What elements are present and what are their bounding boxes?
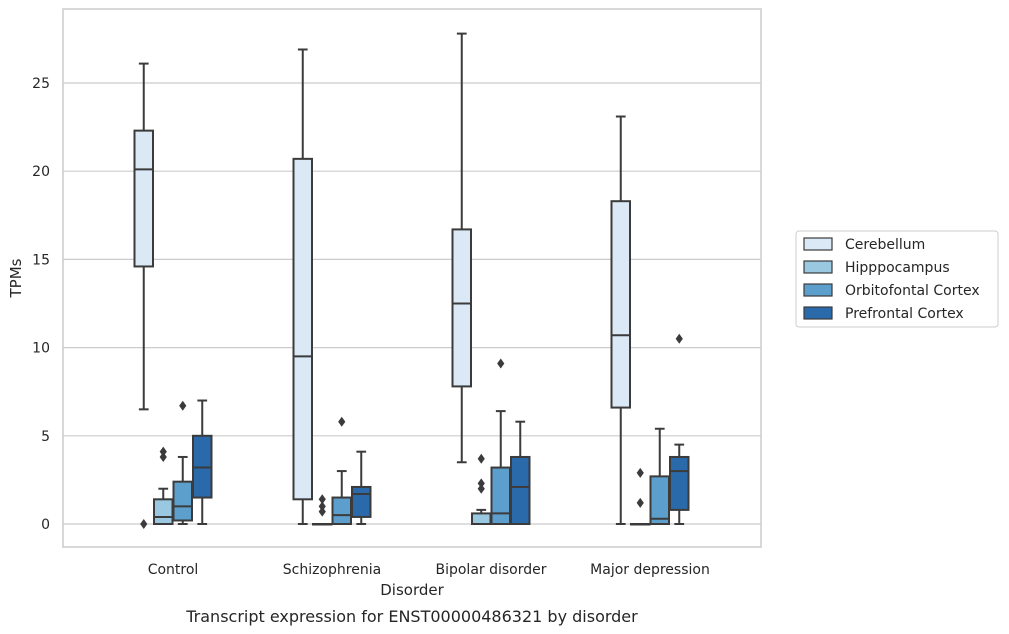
y-axis-title: TPMs [7,258,25,298]
box-cerebellum-1 [292,48,313,525]
y-axis-ticks: 0 5 10 15 20 25 [32,76,50,533]
x-axis-ticks: Control Schizophrenia Bipolar disorder Majo… [148,562,710,578]
box-body [133,129,154,268]
legend-swatch [803,306,833,320]
y-tick-label: 0 [41,517,50,533]
box-body [172,480,193,522]
x-tick-label: Schizophrenia [283,562,381,578]
boxes [133,32,690,529]
x-axis-title: Disorder [380,581,444,599]
box-prefrontal-cortex-1 [351,450,372,525]
outlier-point [477,483,485,494]
box-body [610,200,631,409]
box-hipppocampus-3 [630,467,651,526]
chart-caption: Transcript expression for ENST0000048632… [185,607,638,626]
outlier-point [636,497,644,508]
legend-label: Orbitofontal Cortex [845,283,980,299]
box-orbitofontal-cortex-2 [490,358,511,525]
outlier-point [318,506,326,517]
legend-frame [795,230,999,328]
outlier-point [159,446,167,457]
outlier-point [338,416,346,427]
outlier-point [477,478,485,489]
legend-swatch [803,260,833,274]
box-hipppocampus-0 [153,446,174,525]
legend-label: Cerebellum [845,237,925,253]
box-hipppocampus-2 [471,453,492,526]
outlier-point [497,358,505,369]
box-body [451,228,472,388]
box-body [471,512,492,526]
box-orbitofontal-cortex-0 [172,400,193,525]
box-orbitofontal-cortex-1 [331,416,352,526]
box-body [490,466,511,525]
legend-label: Prefrontal Cortex [845,306,964,322]
outlier-point [159,451,167,462]
y-tick-label: 15 [32,252,50,268]
y-tick-label: 5 [41,429,50,445]
box-prefrontal-cortex-0 [192,399,213,525]
box-hipppocampus-1 [312,494,333,526]
y-tick-label: 10 [32,341,50,357]
box-body [292,157,313,501]
x-tick-label: Bipolar disorder [435,562,546,578]
box-body [351,485,372,518]
outlier-point [675,333,683,344]
outlier-point [318,501,326,512]
grid-lines [63,82,761,525]
box-orbitofontal-cortex-3 [649,427,670,526]
box-body [669,455,690,511]
outlier-point [140,519,148,529]
plot-frame [62,8,762,548]
outlier-point [636,467,644,478]
y-tick-label: 25 [32,76,50,92]
box-cerebellum-0 [133,62,154,529]
legend-label: Hipppocampus [845,260,950,276]
legend-swatch [803,237,833,251]
y-tick-label: 20 [32,164,50,180]
box-body [331,496,352,526]
legend-swatch [803,283,833,297]
outlier-point [179,400,187,411]
box-prefrontal-cortex-2 [510,420,531,525]
x-tick-label: Control [148,562,199,578]
box-body [649,475,670,526]
box-cerebellum-2 [451,32,472,464]
outlier-point [318,494,326,505]
box-body [153,498,174,525]
outlier-point [477,453,485,464]
box-prefrontal-cortex-3 [669,333,690,525]
legend: Cerebellum Hipppocampus Orbitofontal Corte… [795,230,999,328]
box-cerebellum-3 [610,115,631,525]
box-body [510,455,531,525]
x-tick-label: Major depression [590,562,710,578]
